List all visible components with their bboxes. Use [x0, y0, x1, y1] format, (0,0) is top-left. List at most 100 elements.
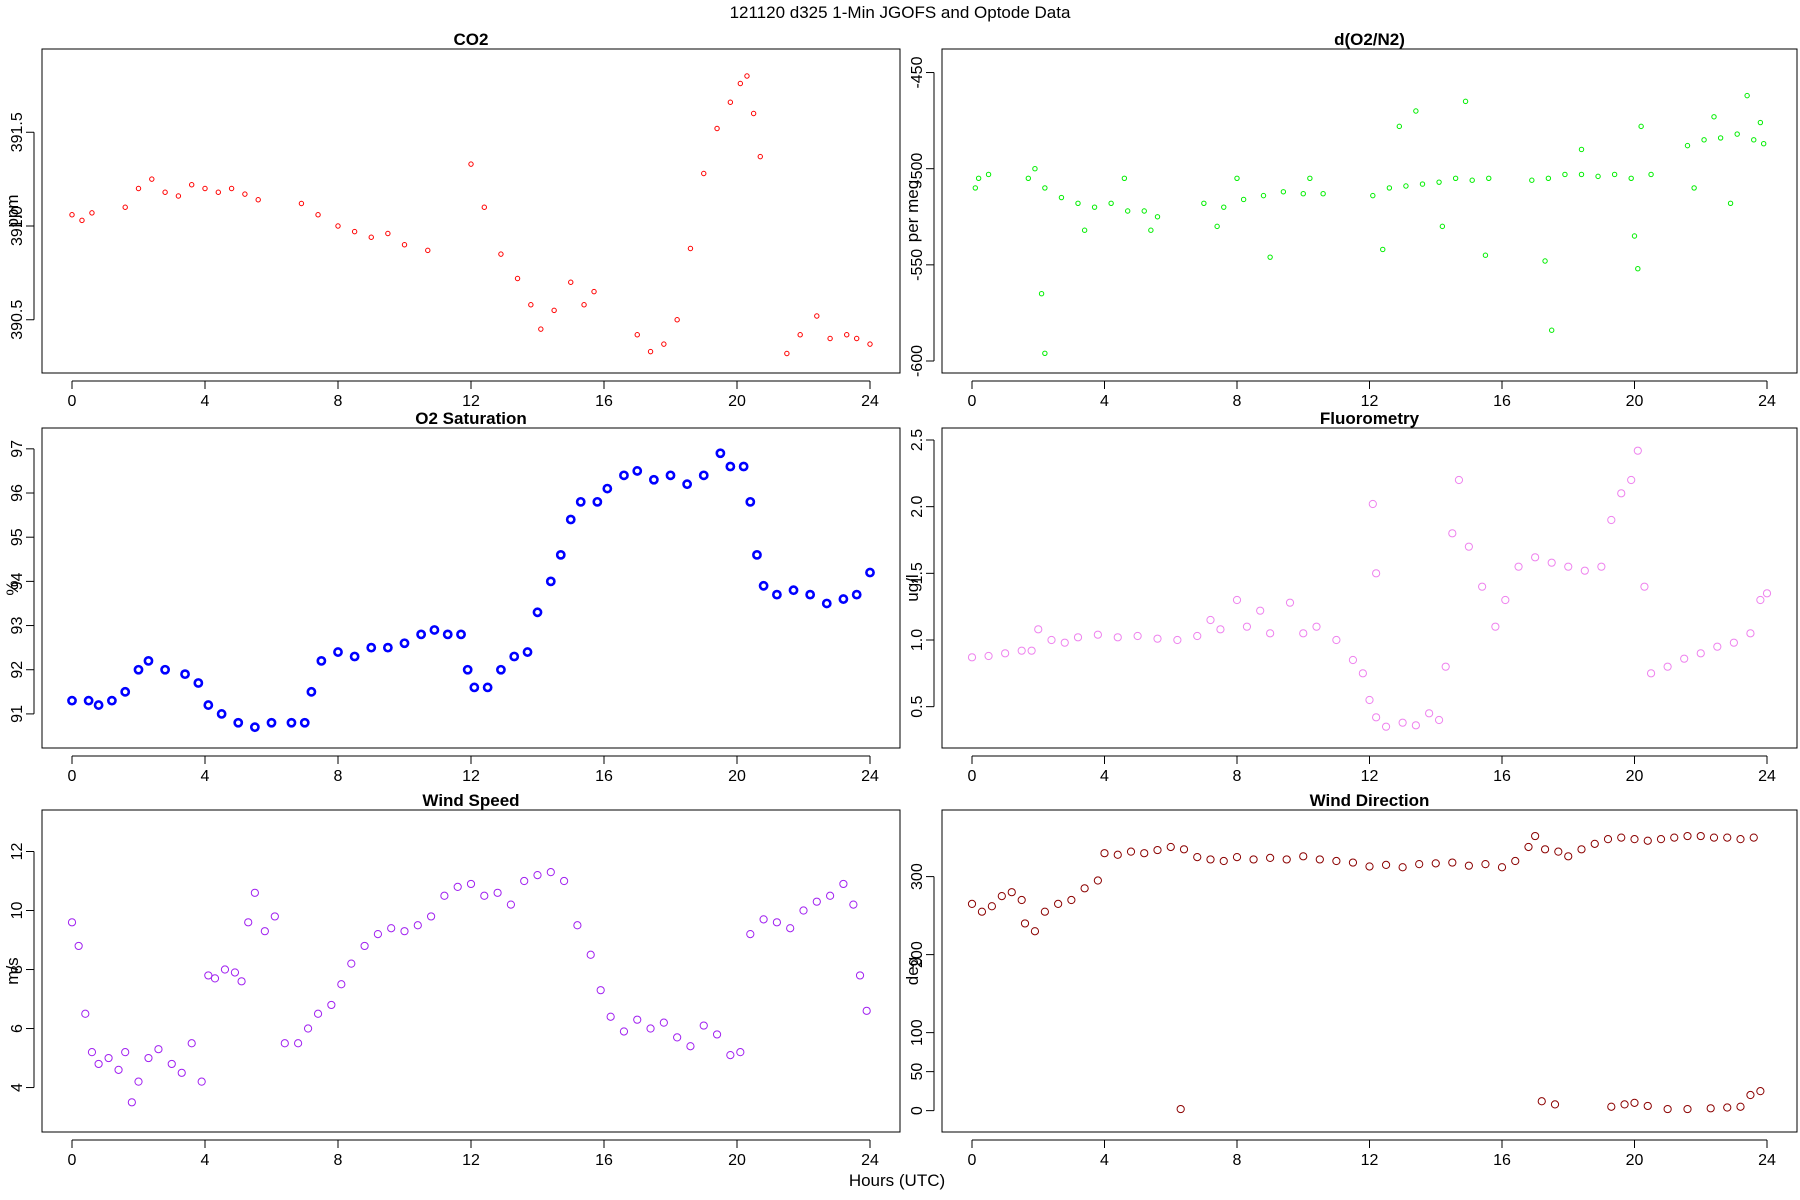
data-point	[1403, 183, 1409, 189]
data-point	[1348, 858, 1358, 867]
data-point	[1091, 204, 1098, 210]
data-point	[255, 197, 261, 203]
data-point	[1611, 171, 1618, 178]
data-point	[1173, 635, 1182, 645]
data-point	[1179, 845, 1189, 854]
data-point	[143, 655, 154, 666]
data-point	[839, 879, 848, 889]
data-point	[1711, 114, 1717, 120]
data-point	[509, 651, 520, 662]
data-point	[659, 1018, 668, 1027]
data-point	[528, 302, 534, 308]
data-point	[202, 185, 208, 192]
data-point	[1643, 1101, 1652, 1111]
data-point	[1398, 718, 1407, 727]
data-point	[1706, 1104, 1715, 1113]
y-tick-label: 92	[9, 661, 26, 679]
data-point	[1108, 200, 1114, 207]
data-point	[1481, 860, 1490, 869]
data-point	[440, 891, 449, 900]
data-point	[1148, 227, 1154, 233]
data-point	[1365, 862, 1374, 871]
data-point	[1154, 214, 1161, 220]
panel-title: d(O2/N2)	[1334, 30, 1405, 49]
data-point	[814, 313, 820, 319]
data-point	[1040, 907, 1049, 916]
data-point	[1060, 638, 1069, 647]
x-tick-label: 20	[728, 768, 746, 785]
data-point	[1166, 842, 1175, 852]
data-point	[1554, 847, 1563, 856]
data-point	[469, 682, 480, 693]
data-point	[1762, 589, 1772, 598]
data-point	[1047, 635, 1056, 645]
data-point	[1206, 615, 1215, 625]
data-point	[249, 722, 260, 733]
data-point	[1670, 833, 1679, 842]
panel-2: O2 Saturation% 0 4 8 12 16 20 24 91 92 93 94 95 96 97	[3, 409, 901, 785]
data-point	[1113, 850, 1122, 859]
data-point	[972, 185, 979, 191]
data-point	[67, 695, 77, 706]
data-point	[230, 968, 240, 977]
data-point	[1577, 845, 1586, 854]
data-point	[1266, 629, 1275, 638]
data-point	[619, 470, 629, 481]
data-point	[661, 341, 667, 347]
data-point	[1603, 835, 1613, 844]
data-point	[260, 927, 269, 936]
data-point	[1126, 847, 1136, 856]
data-point	[306, 686, 317, 697]
data-point	[1635, 265, 1641, 272]
y-tick-label: 1.0	[909, 629, 926, 651]
data-point	[1590, 839, 1599, 848]
data-point	[1372, 713, 1381, 722]
x-tick-label: 8	[1233, 1152, 1242, 1169]
data-point	[592, 496, 603, 507]
data-point	[746, 930, 755, 939]
data-point	[788, 585, 799, 596]
data-point	[496, 664, 506, 675]
data-point	[1256, 606, 1265, 615]
data-point	[984, 651, 993, 661]
data-point	[1439, 223, 1446, 230]
data-point	[674, 317, 680, 323]
data-point	[1020, 919, 1030, 928]
data-point	[682, 479, 693, 490]
data-point	[714, 125, 720, 132]
data-point	[821, 598, 832, 609]
series-points	[67, 868, 871, 1107]
data-point	[216, 709, 227, 719]
data-point	[299, 717, 310, 728]
data-point	[1381, 722, 1391, 731]
data-point	[425, 247, 431, 254]
series-points	[67, 448, 875, 733]
data-point	[1727, 200, 1734, 207]
data-point	[1365, 695, 1374, 705]
data-point	[1734, 131, 1740, 137]
y-axis-label: %	[3, 580, 22, 595]
data-point	[573, 921, 582, 930]
data-point	[1454, 475, 1464, 485]
data-point	[752, 549, 762, 560]
data-point	[1266, 853, 1275, 862]
data-point	[1332, 856, 1341, 866]
data-point	[1564, 852, 1573, 861]
plot-frame	[941, 48, 1798, 374]
data-point	[1034, 625, 1043, 634]
data-point	[1017, 646, 1026, 655]
data-point	[294, 1039, 303, 1048]
data-point	[107, 695, 117, 706]
x-tick-label: 24	[1758, 1152, 1776, 1169]
data-point	[686, 1042, 695, 1051]
data-point	[197, 1077, 206, 1086]
x-tick-label: 24	[861, 768, 879, 785]
data-point	[160, 664, 170, 675]
data-point	[687, 245, 694, 252]
data-point	[175, 193, 182, 199]
data-point	[1299, 852, 1308, 861]
data-point	[316, 655, 327, 666]
data-point	[726, 1050, 735, 1060]
data-point	[1240, 196, 1247, 203]
data-point	[1595, 173, 1601, 180]
